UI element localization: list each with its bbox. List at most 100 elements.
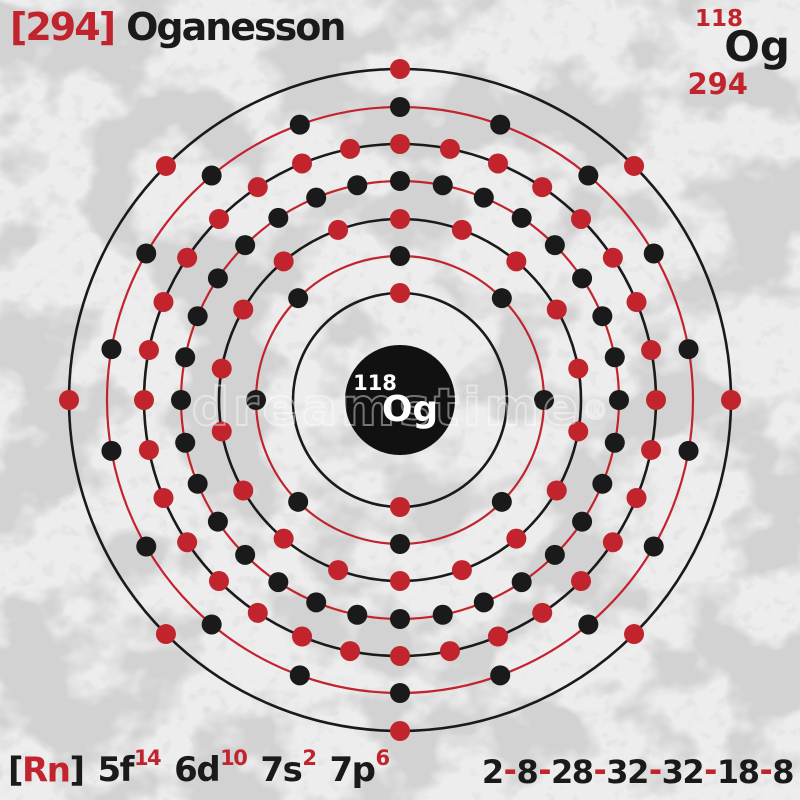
electron-dot-shell-6 xyxy=(136,243,157,264)
electron-dot-shell-4 xyxy=(572,511,593,532)
electron-dot-shell-7 xyxy=(390,721,410,741)
electron-dot-shell-6 xyxy=(101,440,122,461)
electron-dot-shell-3 xyxy=(211,421,232,442)
electron-dot-shell-6 xyxy=(101,339,122,360)
electron-dot-shell-4 xyxy=(187,306,208,327)
electron-dot-shell-4 xyxy=(544,235,565,256)
electron-dot-shell-4 xyxy=(432,175,453,196)
electron-dot-shell-5 xyxy=(571,208,592,229)
electron-configuration: [Rn] 5f14 6d10 7s2 7p6 xyxy=(8,748,390,791)
shell-electron-count: 32 xyxy=(606,753,649,791)
shell-electron-count: 8 xyxy=(516,753,538,791)
shell-separator: - xyxy=(503,751,517,789)
electron-dot-shell-5 xyxy=(571,571,592,592)
orbital-name: 7s xyxy=(260,750,302,791)
electron-dot-shell-3 xyxy=(328,560,349,581)
electron-dot-shell-5 xyxy=(208,208,229,229)
electron-dot-shell-5 xyxy=(487,153,508,174)
electron-dot-shell-3 xyxy=(211,358,232,379)
electron-dot-shell-6 xyxy=(490,114,511,135)
shell-electron-count: 8 xyxy=(772,753,794,791)
shell-electron-count: 32 xyxy=(661,753,705,791)
electron-dot-shell-6 xyxy=(390,97,410,117)
electron-dot-shell-5 xyxy=(340,641,361,662)
electron-dot-shell-6 xyxy=(678,440,699,461)
electron-dot-shell-2 xyxy=(491,491,512,512)
orbital-electron-count: 10 xyxy=(220,746,248,770)
electron-dot-shell-5 xyxy=(641,340,662,361)
electron-dot-shell-6 xyxy=(289,665,310,686)
electron-dot-shell-4 xyxy=(306,187,327,208)
electron-dot-shell-5 xyxy=(134,390,154,410)
electron-dot-shell-5 xyxy=(626,487,647,508)
shell-separator: - xyxy=(759,751,772,789)
electron-dot-shell-4 xyxy=(390,609,410,629)
electron-dot-shell-4 xyxy=(609,390,629,410)
electron-dot-shell-5 xyxy=(602,247,623,268)
electron-dot-shell-3 xyxy=(546,480,567,501)
element-atomic-number: 118 xyxy=(694,6,743,32)
electron-dot-shell-6 xyxy=(643,536,664,557)
electron-dot-shell-4 xyxy=(207,268,228,289)
element-symbol: Og xyxy=(724,22,790,71)
electron-dot-shell-6 xyxy=(678,339,699,360)
shell-electron-count: 2 xyxy=(481,753,504,791)
watermark: dreamstime® xyxy=(191,377,609,439)
electron-dot-shell-6 xyxy=(490,665,511,686)
electron-dot-shell-5 xyxy=(641,439,662,460)
electron-dot-shell-5 xyxy=(247,602,268,623)
electron-dot-shell-5 xyxy=(390,646,410,666)
electron-dot-shell-4 xyxy=(187,473,208,494)
orbital-name: 7p xyxy=(329,750,376,791)
electron-dot-shell-4 xyxy=(235,235,256,256)
electron-dot-shell-4 xyxy=(347,175,368,196)
orbital-electron-count: 14 xyxy=(133,746,162,770)
electron-dot-shell-2 xyxy=(534,390,554,410)
electron-dot-shell-6 xyxy=(289,114,310,135)
electron-dot-shell-4 xyxy=(306,592,327,613)
electron-dot-shell-4 xyxy=(175,347,196,368)
electron-dot-shell-5 xyxy=(532,177,553,198)
title-mass-number: [294] xyxy=(10,5,116,49)
core-symbol: Rn xyxy=(22,750,71,791)
electron-dot-shell-3 xyxy=(506,528,527,549)
electron-dot-shell-3 xyxy=(390,209,410,229)
electron-dot-shell-7 xyxy=(390,59,410,79)
electron-dot-shell-4 xyxy=(432,604,453,625)
electron-dot-shell-3 xyxy=(451,219,472,240)
watermark-text: dreamstime xyxy=(191,377,583,439)
electron-dot-shell-5 xyxy=(138,340,159,361)
electron-dot-shell-3 xyxy=(233,480,254,501)
electrons-per-shell-label: 2-8-28-32-32-18-8 xyxy=(481,753,795,791)
electron-dot-shell-4 xyxy=(473,592,494,613)
electron-dot-shell-5 xyxy=(532,602,553,623)
orbital-term: 7s2 xyxy=(260,748,317,791)
electron-dot-shell-4 xyxy=(268,572,289,593)
electron-dot-shell-7 xyxy=(624,155,645,176)
electron-dot-shell-2 xyxy=(246,390,266,410)
orbital-term: 5f14 xyxy=(97,748,161,790)
electron-dot-shell-4 xyxy=(390,171,410,191)
electron-dot-shell-3 xyxy=(546,299,567,320)
electron-dot-shell-6 xyxy=(643,243,664,264)
title-element-name: Oganesson xyxy=(126,5,346,49)
electron-dot-shell-7 xyxy=(59,390,79,410)
shell-separator: - xyxy=(538,751,551,789)
nucleus-symbol: Og xyxy=(382,389,438,430)
electron-dot-shell-1 xyxy=(390,283,410,303)
nucleus-atomic-number: 118 xyxy=(353,371,397,395)
nucleus xyxy=(345,345,455,455)
electron-dot-shell-3 xyxy=(390,571,410,591)
orbital-name: 6d xyxy=(174,750,221,791)
orbital-term: 7p6 xyxy=(329,748,390,791)
electron-dot-shell-4 xyxy=(604,347,625,368)
electron-dot-shell-3 xyxy=(506,251,527,272)
electron-dot-shell-6 xyxy=(136,536,157,557)
orbital-term: 6d10 xyxy=(174,748,248,791)
orbital-electron-count: 6 xyxy=(375,746,390,770)
electron-dot-shell-4 xyxy=(511,572,532,593)
electron-dot-shell-4 xyxy=(592,306,613,327)
electron-dot-shell-4 xyxy=(171,390,191,410)
